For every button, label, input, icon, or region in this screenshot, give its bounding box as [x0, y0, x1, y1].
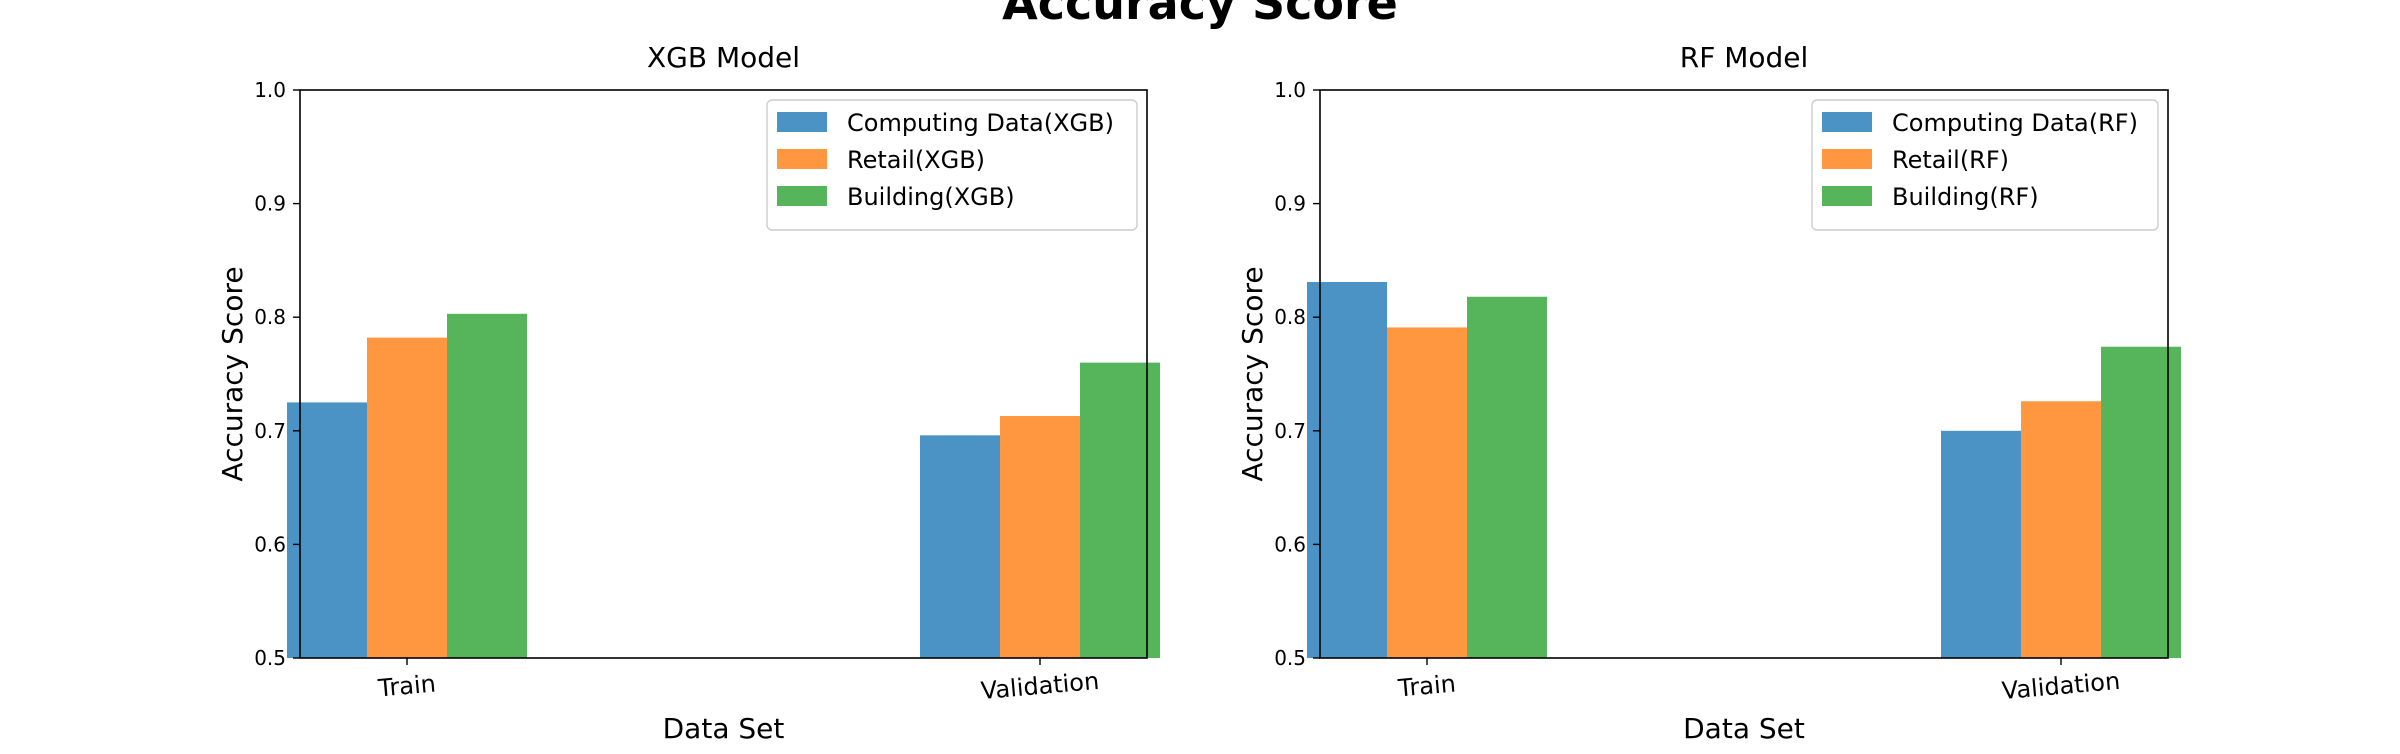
y-axis-label: Accuracy Score [216, 266, 249, 481]
y-tick-label: 0.8 [1274, 305, 1306, 329]
legend-label: Retail(XGB) [847, 146, 985, 174]
bar [447, 313, 527, 658]
bar [1941, 430, 2021, 658]
legend-swatch [1822, 186, 1872, 206]
chart-panel-1: 0.5 0.6 0.7 0.8 0.9 1.0 Train Validation XGB Mod… [216, 41, 1160, 745]
bar [920, 435, 1000, 658]
legend-label: Computing Data(RF) [1892, 109, 2138, 137]
chart-title: XGB Model [647, 41, 800, 74]
x-axis-label: Data Set [663, 712, 785, 745]
bar [1387, 327, 1467, 658]
y-tick-label: 1.0 [254, 78, 286, 102]
x-axis-label: Data Set [1683, 712, 1805, 745]
figure-title: Accuracy Score [1002, 0, 1398, 30]
bar [2021, 401, 2101, 658]
x-tick-label: Validation [980, 667, 1101, 705]
bar [1307, 281, 1387, 658]
bar [367, 337, 447, 658]
chart-panel-2: 0.5 0.6 0.7 0.8 0.9 1.0 Train Validation RF Mode… [1236, 41, 2181, 745]
plot-frame [299, 89, 1148, 659]
y-tick-label: 0.5 [254, 646, 286, 670]
bar [1000, 416, 1080, 658]
y-tick-label: 0.7 [1274, 419, 1306, 443]
legend-box [766, 99, 1138, 231]
y-tick-label: 1.0 [1274, 78, 1306, 102]
bar [2101, 346, 2181, 658]
y-tick-label: 0.5 [1274, 646, 1306, 670]
bar [287, 402, 367, 658]
x-tick-label: Train [1396, 670, 1457, 703]
y-tick-label: 0.9 [1274, 192, 1306, 216]
chart-title: RF Model [1680, 41, 1809, 74]
x-tick-label: Validation [2001, 667, 2122, 705]
legend-label: Retail(RF) [1892, 146, 2009, 174]
legend-label: Building(RF) [1892, 183, 2039, 211]
plot-frame [1319, 89, 2169, 659]
x-tick-label: Train [376, 670, 437, 703]
legend-label: Computing Data(XGB) [847, 109, 1114, 137]
legend-label: Building(XGB) [847, 183, 1015, 211]
y-axis-label: Accuracy Score [1236, 266, 1269, 481]
bar [1467, 296, 1547, 658]
legend-swatch [777, 186, 827, 206]
legend-box [1811, 99, 2159, 231]
y-tick-label: 0.6 [1274, 532, 1306, 556]
legend-swatch [1822, 149, 1872, 169]
y-tick-label: 0.9 [254, 192, 286, 216]
legend-swatch [777, 149, 827, 169]
legend-swatch [777, 112, 827, 132]
y-tick-label: 0.8 [254, 305, 286, 329]
bar [1080, 362, 1160, 658]
y-tick-label: 0.6 [254, 532, 286, 556]
y-tick-label: 0.7 [254, 419, 286, 443]
legend-swatch [1822, 112, 1872, 132]
